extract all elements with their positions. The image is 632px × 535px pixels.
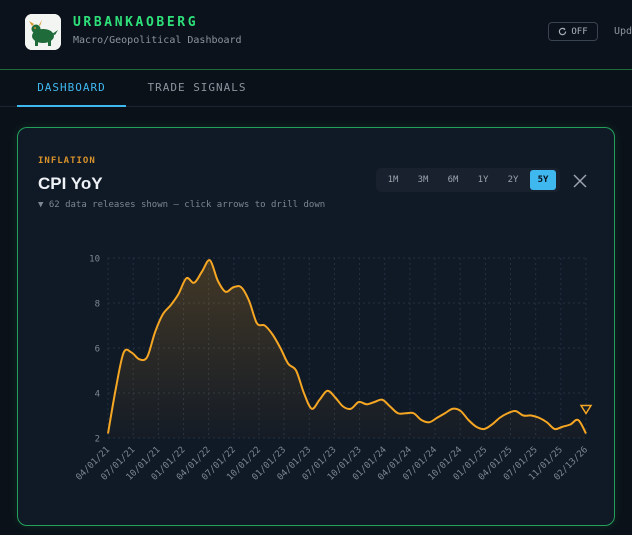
update-status: Upd [614, 26, 632, 37]
range-2y[interactable]: 2Y [507, 175, 519, 185]
tab-dashboard[interactable]: DASHBOARD [17, 70, 126, 107]
range-1y[interactable]: 1Y [477, 175, 489, 185]
y-tick-label: 10 [89, 255, 100, 265]
auto-refresh-toggle[interactable]: OFF [548, 22, 598, 41]
range-1m[interactable]: 1M [387, 175, 399, 185]
close-icon [573, 174, 587, 188]
bull-logo-icon [25, 14, 61, 50]
range-3m[interactable]: 3M [417, 175, 429, 185]
refresh-icon [559, 27, 567, 36]
card-category: INFLATION [38, 156, 96, 166]
cpi-area [108, 260, 586, 438]
app-header: URBANKAOBERG Macro/Geopolitical Dashboar… [0, 0, 632, 70]
range-5y[interactable]: 5Y [530, 170, 556, 190]
brand-name: URBANKAOBERG [73, 15, 199, 30]
cpi-chart-card: INFLATION CPI YoY ▼ 62 data releases sho… [17, 127, 615, 526]
brand-subtitle: Macro/Geopolitical Dashboard [73, 35, 242, 46]
close-button[interactable] [571, 172, 589, 190]
y-tick-label: 2 [95, 435, 100, 445]
y-tick-label: 6 [95, 345, 100, 355]
toggle-label: OFF [571, 26, 588, 37]
drill-down-arrow-icon[interactable] [579, 404, 593, 415]
drill-down-hint: ▼ 62 data releases shown — click arrows … [38, 200, 326, 210]
range-6m[interactable]: 6M [447, 175, 459, 185]
time-range-selector: 1M 3M 6M 1Y 2Y 5Y [376, 168, 560, 192]
tab-trade-signals[interactable]: TRADE SIGNALS [147, 81, 247, 94]
y-tick-label: 8 [95, 300, 100, 310]
chart-title: CPI YoY [38, 174, 103, 193]
y-tick-label: 4 [95, 390, 100, 400]
cpi-series-line [107, 259, 587, 435]
cpi-line-chart: 24681004/01/2107/01/2110/01/2101/01/2204… [74, 255, 593, 483]
tab-bar: DASHBOARD TRADE SIGNALS [0, 70, 632, 107]
